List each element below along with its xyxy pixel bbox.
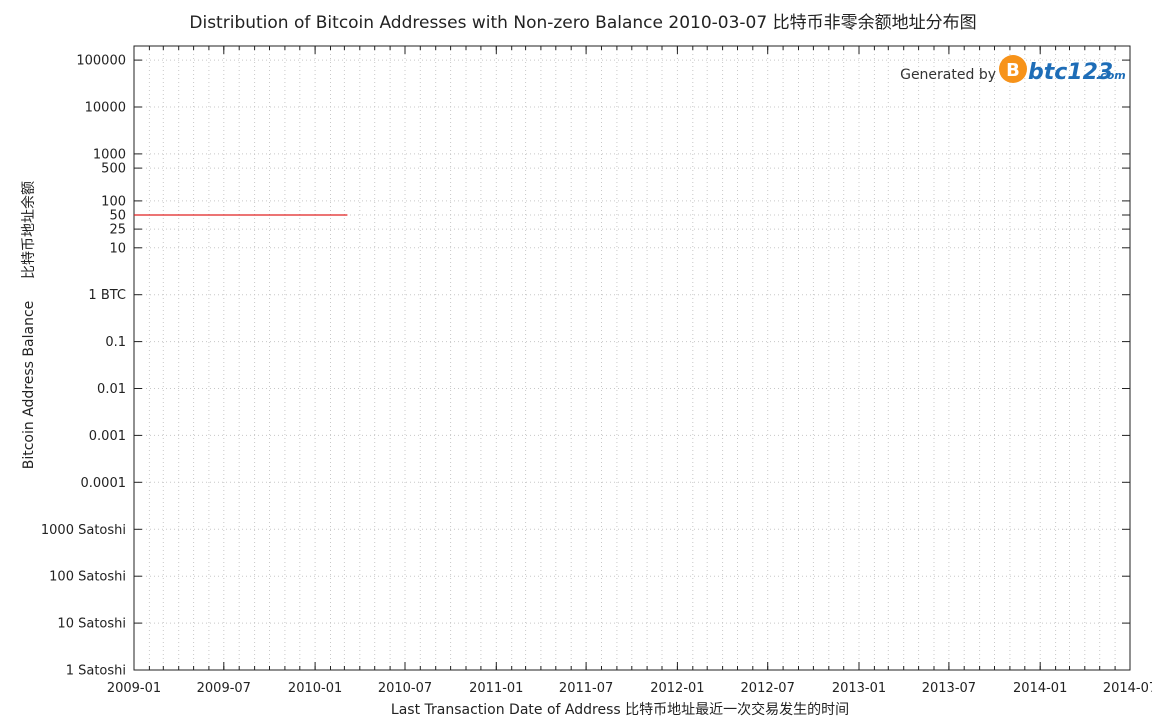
y-tick-label: 10: [109, 241, 126, 256]
y-tick-label: 0.001: [89, 429, 126, 444]
y-tick-label: 0.0001: [81, 476, 127, 491]
y-tick-label: 100: [101, 194, 126, 209]
x-tick-label: 2013-01: [832, 681, 886, 696]
x-tick-label: 2011-01: [469, 681, 523, 696]
y-tick-label: 100 Satoshi: [49, 570, 126, 585]
x-tick-label: 2012-07: [741, 681, 795, 696]
y-tick-label: 1000: [93, 147, 126, 162]
x-tick-label: 2014-01: [1013, 681, 1067, 696]
y-tick-label: 10000: [85, 101, 126, 116]
y-tick-label: 0.1: [105, 335, 126, 350]
y-tick-label: 1 BTC: [88, 288, 126, 303]
btc123-logo-icon: [999, 55, 1027, 83]
logo-letter: B: [1006, 60, 1020, 81]
y-tick-label: 0.01: [97, 382, 126, 397]
x-axis-title: Last Transaction Date of Address 比特币地址最近…: [391, 701, 849, 718]
y-tick-label: 50: [109, 209, 126, 224]
x-tick-label: 2010-01: [288, 681, 342, 696]
axis-ticks: [133, 46, 1131, 671]
watermark: Generated by B btc123 .com: [900, 55, 1126, 85]
x-tick-label: 2011-07: [559, 681, 613, 696]
y-tick-label: 1000 Satoshi: [41, 523, 126, 538]
x-tick-label: 2010-07: [378, 681, 432, 696]
grid: [133, 46, 1131, 671]
x-axis-tick-labels: 2009-01 2009-07 2010-01 2010-07 2011-01 2011-…: [107, 681, 1152, 696]
logo-main-text: btc123: [1028, 60, 1113, 85]
y-tick-label: 1 Satoshi: [66, 664, 126, 679]
x-tick-label: 2014-07: [1103, 681, 1152, 696]
x-tick-label: 2013-07: [922, 681, 976, 696]
y-axis-title-cn: 比特币地址余额: [20, 181, 37, 279]
logo-suffix-text: .com: [1096, 69, 1126, 82]
watermark-prefix: Generated by: [900, 67, 996, 83]
y-tick-label: 100000: [76, 54, 126, 69]
x-tick-label: 2009-07: [197, 681, 251, 696]
chart-title: Distribution of Bitcoin Addresses with N…: [189, 13, 976, 33]
x-tick-label: 2009-01: [107, 681, 161, 696]
y-tick-label: 10 Satoshi: [57, 617, 126, 632]
x-tick-label: 2012-01: [650, 681, 704, 696]
y-axis-title-en: Bitcoin Address Balance: [21, 301, 37, 470]
y-tick-label: 500: [101, 162, 126, 177]
y-tick-label: 25: [109, 223, 126, 238]
